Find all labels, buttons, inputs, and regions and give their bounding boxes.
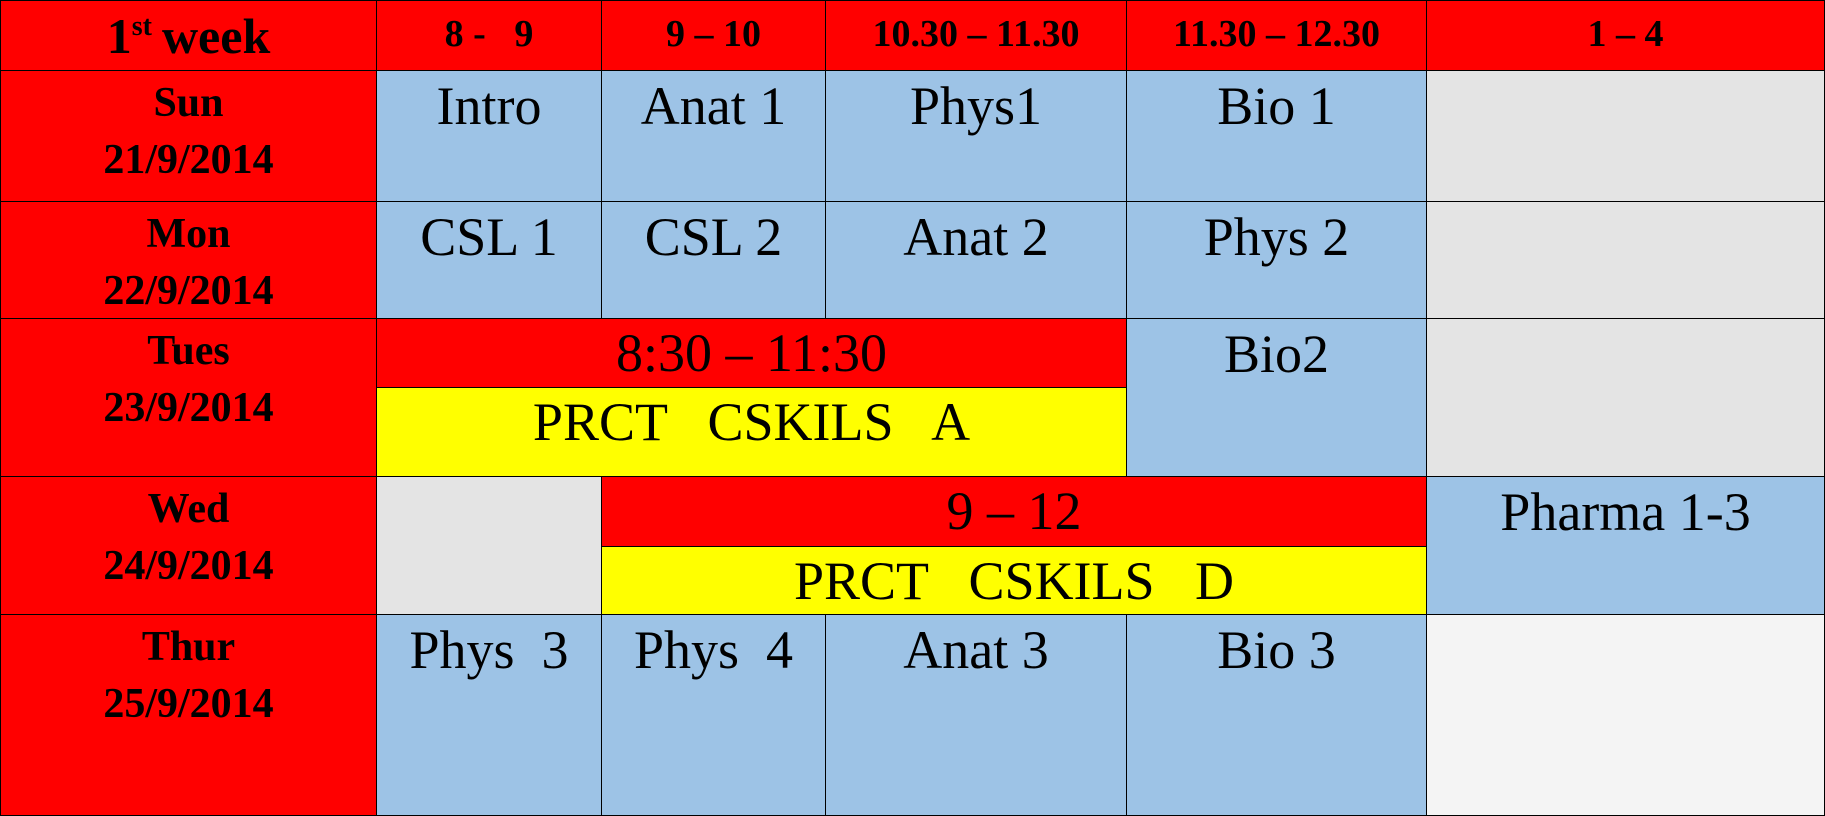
session: Pharma 1-3 — [1426, 476, 1825, 615]
empty-cell — [1426, 70, 1825, 202]
date: 25/9/2014 — [103, 681, 274, 727]
day: Wed — [147, 486, 230, 532]
ordinal-suffix: st — [131, 11, 152, 42]
day: Thur — [141, 624, 236, 670]
ordinal: 1 — [106, 8, 132, 64]
session: Bio2 — [1126, 318, 1427, 477]
date: 23/9/2014 — [103, 385, 274, 431]
session: Phys1 — [825, 70, 1127, 202]
day-cell: Thur 25/9/2014 — [0, 614, 377, 816]
date: 21/9/2014 — [103, 137, 274, 183]
empty-cell — [376, 476, 602, 615]
corner-label: week — [161, 8, 271, 64]
day: Tues — [147, 328, 230, 374]
block-activity: PRCT CSKILS A — [376, 387, 1127, 477]
session: Bio 1 — [1126, 70, 1427, 202]
block-activity: PRCT CSKILS D — [601, 546, 1427, 615]
session: Phys 3 — [376, 614, 602, 816]
slot-header: 10.30 – 11.30 — [825, 0, 1127, 71]
day-cell: Wed 24/9/2014 — [0, 476, 377, 615]
slot-header: 1 – 4 — [1426, 0, 1825, 71]
date: 22/9/2014 — [103, 268, 274, 314]
session: Phys 2 — [1126, 201, 1427, 319]
corner-cell: 1st week — [0, 0, 377, 71]
empty-cell — [1426, 318, 1825, 477]
session: Bio 3 — [1126, 614, 1427, 816]
slot-header: 11.30 – 12.30 — [1126, 0, 1427, 71]
session: Anat 2 — [825, 201, 1127, 319]
session: Anat 1 — [601, 70, 826, 202]
day: Sun — [153, 80, 224, 126]
slot-header: 8 - 9 — [376, 0, 602, 71]
slot-header: 9 – 10 — [601, 0, 826, 71]
session: CSL 2 — [601, 201, 826, 319]
empty-cell — [1426, 201, 1825, 319]
date: 24/9/2014 — [103, 543, 274, 589]
day: Mon — [146, 211, 231, 257]
block-time: 9 – 12 — [601, 476, 1427, 547]
block-time: 8:30 – 11:30 — [376, 318, 1127, 388]
day-cell: Tues 23/9/2014 — [0, 318, 377, 477]
session: Anat 3 — [825, 614, 1127, 816]
empty-cell — [1426, 614, 1825, 816]
session: Intro — [376, 70, 602, 202]
session: Phys 4 — [601, 614, 826, 816]
session: CSL 1 — [376, 201, 602, 319]
day-cell: Mon 22/9/2014 — [0, 201, 377, 319]
day-cell: Sun 21/9/2014 — [0, 70, 377, 202]
